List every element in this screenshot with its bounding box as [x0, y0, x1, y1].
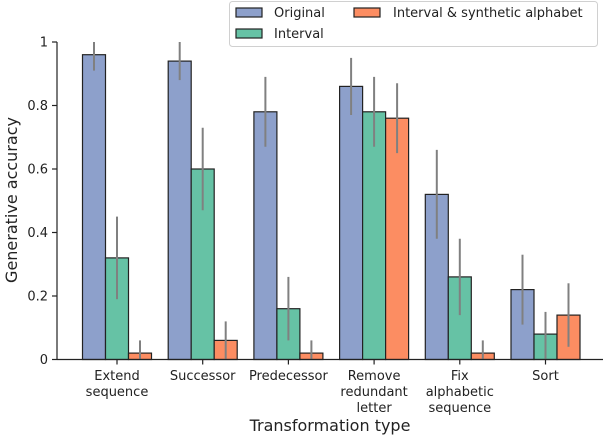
x-tick-label-line: Remove: [348, 369, 401, 384]
x-tick-label-line: sequence: [86, 385, 149, 400]
x-tick-label: Fix alphabetic sequence: [426, 369, 494, 416]
x-tick-label-line: Predecessor: [249, 369, 329, 384]
legend-swatch-synthetic: [353, 7, 381, 18]
x-tick-label-line: alphabetic: [426, 385, 494, 400]
x-tick-label: Extend sequence: [86, 369, 149, 400]
legend-label-interval: Interval: [274, 27, 324, 42]
y-tick-label: 0.6: [27, 163, 48, 178]
x-tick-label-line: sequence: [428, 401, 491, 416]
x-tick-label-line: Successor: [170, 369, 236, 384]
x-tick-label-line: Extend: [94, 369, 140, 384]
x-axis-label: Transformation type: [249, 416, 411, 435]
bars-layer: [81, 54, 581, 361]
y-axis-label: Generative accuracy: [2, 117, 21, 283]
y-tick-label: 0: [40, 353, 48, 368]
y-tick-label: 0.4: [27, 226, 48, 241]
bar: [81, 54, 107, 361]
y-ticks: 0 0.2 0.4 0.6 0.8 1: [27, 36, 57, 368]
legend-label-synthetic: Interval & synthetic alphabet: [393, 6, 583, 21]
bar: [167, 60, 192, 361]
bar: [253, 111, 278, 361]
bar: [339, 85, 364, 361]
axes: [56, 42, 603, 361]
bar: [385, 117, 410, 361]
y-tick-label: 0.2: [27, 290, 48, 305]
x-tick-label: Remove redundant letter: [340, 369, 407, 416]
x-tick-label-line: redundant: [340, 385, 407, 400]
legend-label-original: Original: [274, 6, 325, 21]
x-tick-label: Sort: [532, 369, 559, 384]
y-tick-label: 1: [40, 36, 48, 51]
error-bars-layer: [93, 42, 570, 360]
x-tick-label-line: Fix: [451, 369, 469, 384]
y-tick-label: 0.8: [27, 99, 48, 114]
legend-frame: [229, 1, 598, 47]
legend-swatch-interval: [235, 28, 263, 39]
bar: [362, 111, 387, 361]
x-tick-label: Successor: [170, 369, 236, 384]
x-tick-label-line: letter: [357, 401, 393, 416]
x-tick-label-line: Sort: [532, 369, 559, 384]
legend-swatch-original: [235, 7, 263, 18]
legend: Original Interval Interval & synthetic a…: [229, 1, 598, 47]
x-tick-label: Predecessor: [249, 369, 329, 384]
